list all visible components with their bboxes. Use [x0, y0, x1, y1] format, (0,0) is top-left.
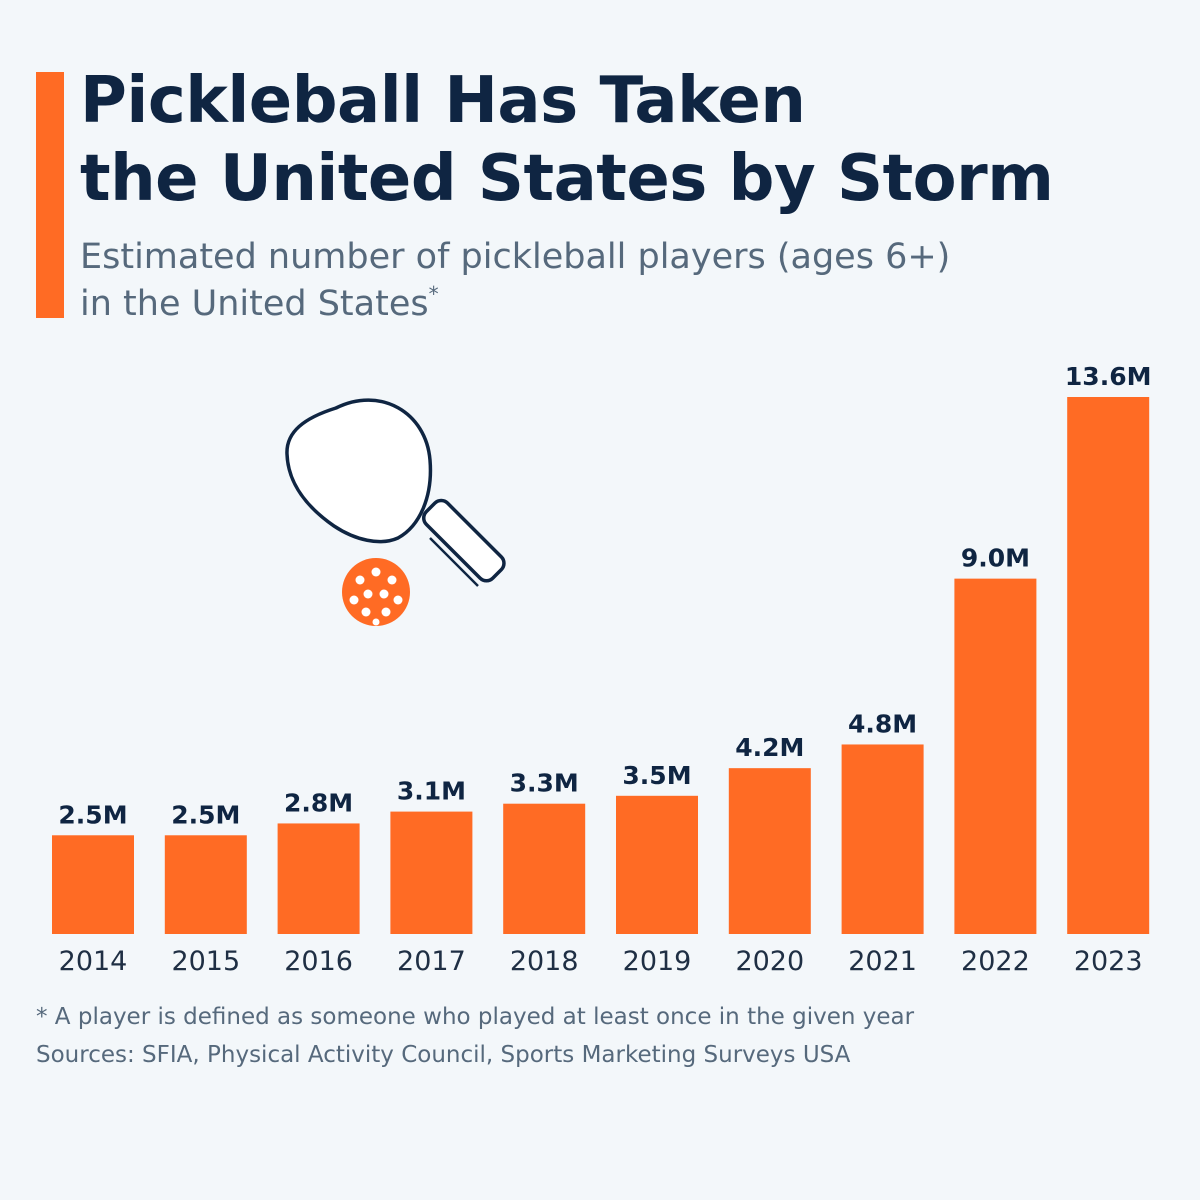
pickleball-ball-icon — [342, 558, 410, 626]
x-tick-label-2017: 2017 — [397, 946, 466, 977]
bar-2019 — [616, 795, 698, 934]
footnote-marker: * — [428, 282, 439, 306]
x-tick-label-2018: 2018 — [510, 946, 579, 977]
x-tick-label-2020: 2020 — [735, 946, 804, 977]
data-label-2021: 4.8M — [848, 709, 917, 738]
bar-2016 — [277, 823, 360, 934]
data-label-2016: 2.8M — [284, 788, 353, 817]
sources-text: Sources: SFIA, Physical Activity Council… — [36, 1042, 851, 1068]
chart-subtitle-line-2: in the United States — [80, 284, 429, 324]
bar-2017 — [390, 811, 473, 934]
chart-title-line-2: the United States by Storm — [80, 142, 1054, 216]
x-tick-label-2015: 2015 — [171, 946, 240, 977]
x-tick-label-2022: 2022 — [961, 946, 1030, 977]
chart-subtitle-line-2-wrap: in the United States* — [80, 281, 1160, 328]
chart-subtitle-line-1: Estimated number of pickleball players (… — [80, 237, 951, 277]
chart-title: Pickleball Has Taken the United States b… — [80, 62, 1160, 218]
bar-chart: 2.5M 2014 2.5M 2015 2.8M 2016 3.1M 2017 3.3M 2018… — [52, 362, 1152, 977]
bar-2014 — [52, 835, 134, 934]
x-tick-label-2014: 2014 — [59, 946, 128, 977]
x-tick-label-2016: 2016 — [284, 946, 353, 977]
bar-2021 — [841, 744, 924, 934]
chart-footer: * A player is defined as someone who pla… — [36, 998, 1156, 1074]
bar-2015 — [164, 835, 247, 934]
pickleball-paddle-and-ball-icon — [285, 398, 506, 626]
paddle-icon — [285, 398, 506, 587]
data-label-2015: 2.5M — [171, 800, 240, 829]
data-label-2019: 3.5M — [622, 761, 691, 790]
x-tick-label-2021: 2021 — [848, 946, 917, 977]
x-tick-label-2023: 2023 — [1074, 946, 1143, 977]
data-label-2023: 13.6M — [1065, 362, 1152, 391]
bar-2018 — [503, 803, 586, 934]
data-label-2022: 9.0M — [961, 544, 1030, 573]
x-tick-label-2019: 2019 — [623, 946, 692, 977]
bar-2020 — [728, 768, 811, 934]
chart-title-line-1: Pickleball Has Taken — [80, 64, 806, 138]
data-label-2018: 3.3M — [510, 769, 579, 798]
bar-2022 — [954, 578, 1037, 934]
accent-bar — [36, 72, 64, 318]
bar-2023 — [1067, 397, 1150, 934]
footnote-text: * A player is defined as someone who pla… — [36, 1004, 915, 1030]
data-label-2017: 3.1M — [397, 777, 466, 806]
data-label-2014: 2.5M — [58, 800, 127, 829]
data-label-2020: 4.2M — [735, 733, 804, 762]
chart-subtitle: Estimated number of pickleball players (… — [80, 234, 1160, 328]
